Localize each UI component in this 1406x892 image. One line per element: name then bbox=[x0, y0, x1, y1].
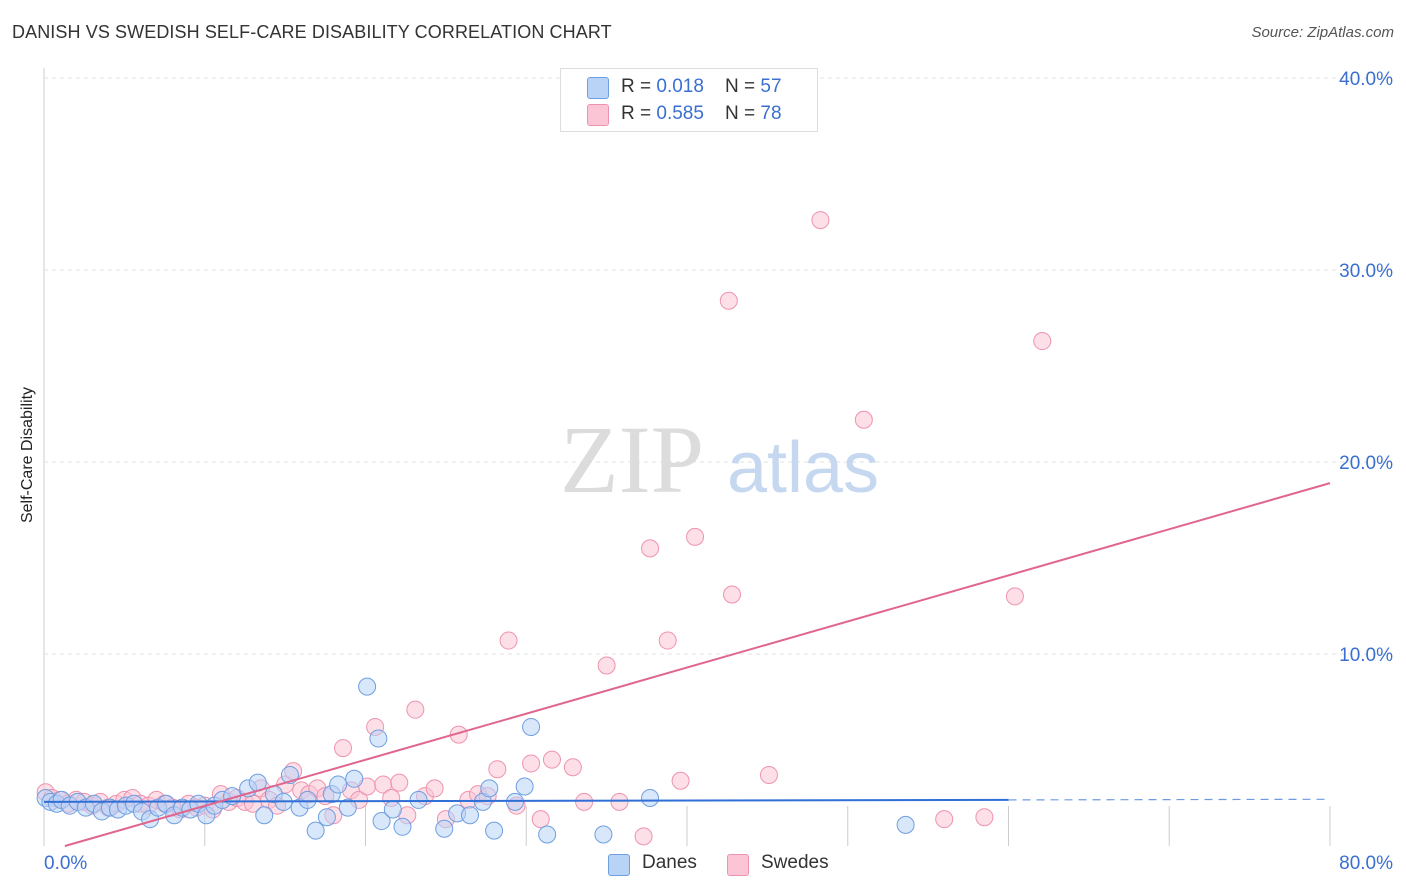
danes-point bbox=[372, 812, 391, 831]
swedes-point bbox=[811, 211, 830, 230]
swedes-point bbox=[1005, 587, 1024, 606]
swedes-point bbox=[563, 758, 582, 777]
danes-point bbox=[255, 806, 274, 825]
danes-point bbox=[896, 815, 915, 834]
swedes-point bbox=[671, 771, 690, 790]
danes-point bbox=[485, 821, 504, 840]
tick-labels: 10.0% 20.0% 30.0% 40.0% 0.0% 80.0% bbox=[44, 69, 1393, 874]
swedes-r-label: R = bbox=[621, 103, 657, 124]
swedes-swatch bbox=[587, 104, 609, 126]
swedes-point bbox=[641, 539, 660, 558]
danes-point bbox=[383, 800, 402, 819]
danes-point bbox=[409, 790, 428, 809]
danes-point bbox=[641, 789, 660, 807]
danes-point bbox=[345, 769, 364, 788]
danes-n-value: 57 bbox=[760, 76, 782, 97]
danes-point bbox=[435, 819, 454, 838]
danes-point bbox=[460, 806, 479, 825]
bottom-swedes-label: Swedes bbox=[761, 852, 829, 873]
correlation-legend: R = 0.018 N = 57 R = 0.585 N = 78 bbox=[560, 68, 818, 132]
danes-point bbox=[538, 825, 557, 844]
danes-trend-extension bbox=[1008, 798, 1331, 801]
y-tick-label: 10.0% bbox=[1339, 645, 1393, 666]
x-tick-label: 0.0% bbox=[44, 853, 87, 874]
y-tick-label: 30.0% bbox=[1339, 261, 1393, 282]
swedes-point bbox=[854, 410, 873, 429]
danes-point bbox=[480, 779, 499, 798]
swedes-n-value: 78 bbox=[760, 103, 782, 124]
swedes-point bbox=[542, 750, 561, 769]
swedes-point bbox=[686, 527, 705, 546]
swedes-point bbox=[406, 700, 425, 719]
swedes-r-value: 0.585 bbox=[656, 103, 704, 124]
gridlines bbox=[43, 68, 1392, 846]
danes-point bbox=[298, 790, 317, 809]
danes-r-value: 0.018 bbox=[656, 76, 704, 97]
swedes-point bbox=[723, 585, 742, 604]
danes-point bbox=[515, 777, 534, 796]
swedes-point bbox=[719, 291, 738, 310]
swedes-n-label: N = bbox=[725, 103, 761, 124]
swedes-point bbox=[488, 760, 507, 779]
bottom-danes-swatch bbox=[608, 854, 630, 876]
danes-point bbox=[306, 821, 325, 840]
danes-point bbox=[329, 775, 348, 794]
danes-point bbox=[358, 677, 377, 696]
swedes-point bbox=[1033, 332, 1052, 351]
swedes-point bbox=[425, 779, 444, 798]
swedes-point bbox=[522, 754, 541, 773]
bottom-danes-label: Danes bbox=[642, 852, 697, 873]
chart-title: DANISH VS SWEDISH SELF-CARE DISABILITY C… bbox=[12, 22, 612, 42]
y-tick-label: 40.0% bbox=[1339, 69, 1393, 90]
trend-lines bbox=[43, 482, 1331, 847]
swedes-point bbox=[634, 827, 653, 846]
swedes-point bbox=[597, 656, 616, 675]
x-tick-label: 80.0% bbox=[1339, 853, 1393, 874]
swedes-point bbox=[975, 808, 994, 827]
swedes-point bbox=[531, 810, 550, 829]
danes-n-label: N = bbox=[725, 76, 761, 97]
swedes-point bbox=[658, 631, 677, 650]
danes-r-label: R = bbox=[621, 76, 657, 97]
swedes-point bbox=[499, 631, 518, 650]
swedes-point bbox=[935, 810, 954, 829]
bottom-swedes-swatch bbox=[727, 854, 749, 876]
watermark: ZIP atlas bbox=[560, 406, 879, 513]
danes-swatch bbox=[587, 77, 609, 99]
watermark-atlas: atlas bbox=[727, 428, 879, 508]
danes-point bbox=[594, 825, 613, 844]
y-tick-label: 20.0% bbox=[1339, 453, 1393, 474]
danes-point bbox=[317, 808, 336, 827]
swedes-point bbox=[333, 739, 352, 758]
swedes-point bbox=[759, 765, 778, 784]
swedes-points bbox=[36, 211, 1052, 846]
swedes-point bbox=[610, 792, 629, 811]
danes-trend-line bbox=[43, 798, 1009, 803]
swedes-point bbox=[575, 792, 594, 811]
danes-points bbox=[36, 677, 915, 844]
danes-point bbox=[522, 717, 541, 736]
danes-point bbox=[393, 817, 412, 836]
swedes-point bbox=[390, 773, 409, 792]
watermark-zip: ZIP bbox=[560, 406, 704, 513]
swedes-trend-line bbox=[64, 482, 1331, 847]
danes-point bbox=[338, 798, 357, 817]
source-label: Source: ZipAtlas.com bbox=[1251, 24, 1394, 41]
danes-point bbox=[369, 729, 388, 748]
